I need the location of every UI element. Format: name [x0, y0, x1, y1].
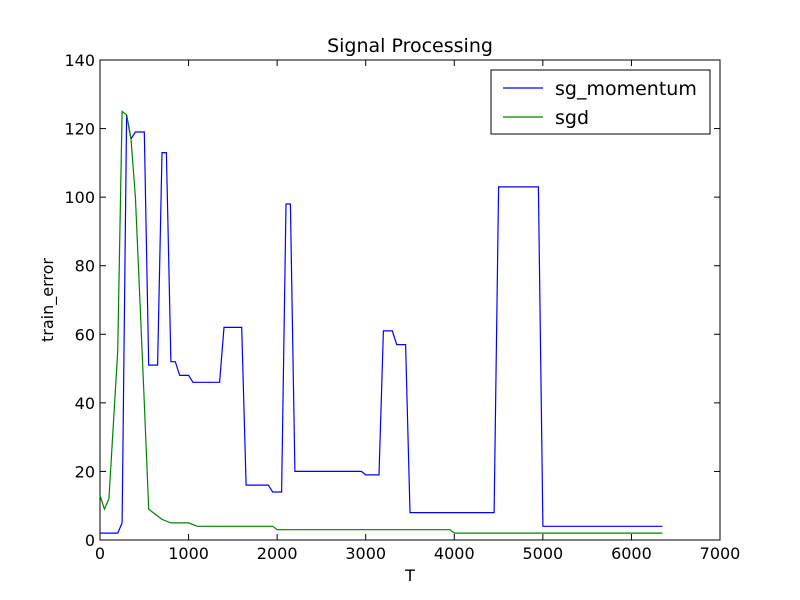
y-tick-label: 100	[64, 188, 95, 207]
series-line-sg-momentum	[100, 114, 663, 534]
y-tick-label: 80	[75, 257, 95, 276]
x-tick-label: 2000	[257, 544, 298, 563]
plot-area	[99, 59, 721, 541]
y-tick-label: 120	[64, 120, 95, 139]
legend-label-sgd: sgd	[555, 107, 589, 129]
series-line-sgd	[99, 110, 663, 534]
y-axis: 0 20 40 60 80 100 120 140	[64, 51, 720, 550]
x-tick-label: 0	[95, 544, 105, 563]
y-tick-label: 60	[75, 325, 95, 344]
y-tick-label: 140	[64, 51, 95, 70]
series-layer	[99, 110, 663, 534]
x-tick-label: 4000	[434, 544, 475, 563]
chart-title: Signal Processing	[327, 35, 493, 57]
y-axis-label: train_error	[38, 258, 58, 342]
legend-label-sg-momentum: sg_momentum	[555, 78, 697, 100]
x-tick-label: 1000	[168, 544, 209, 563]
y-tick-label: 0	[85, 531, 95, 550]
plot-frame	[99, 59, 721, 541]
legend-box	[490, 69, 711, 135]
x-tick-label: 6000	[611, 544, 652, 563]
x-tick-label: 7000	[700, 544, 741, 563]
y-tick-label: 40	[75, 394, 95, 413]
x-axis: 0 1000 2000 3000 4000 5000 6000 7000	[95, 60, 740, 563]
x-tick-label: 3000	[345, 544, 386, 563]
x-tick-label: 5000	[522, 544, 563, 563]
y-tick-label: 20	[75, 462, 95, 481]
x-axis-label: T	[404, 566, 415, 585]
